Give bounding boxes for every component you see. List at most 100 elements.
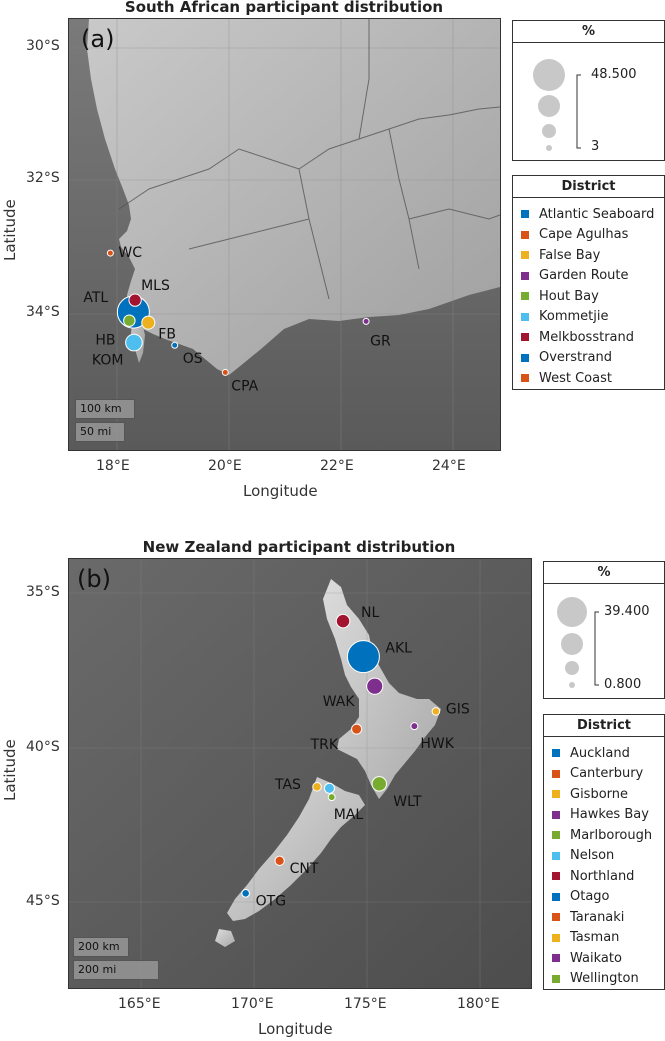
sa-legend-item[interactable]: Atlantic Seaboard: [513, 204, 664, 225]
sa-legend-label: Overstrand: [539, 350, 612, 366]
sa-marker-os[interactable]: [171, 341, 179, 349]
nz-marker-label-cnt: CNT: [290, 861, 319, 877]
nz-y-axis-label: Latitude: [1, 739, 19, 801]
sa-size-max-label: 48.500: [591, 67, 637, 82]
sa-legend-item[interactable]: Kommetjie: [513, 307, 664, 328]
nz-legend-label: Wellington: [570, 971, 639, 987]
nz-legend-label: Marlborough: [570, 827, 653, 843]
nz-legend-item[interactable]: Northland: [544, 866, 664, 887]
nz-legend-swatch: [552, 831, 560, 840]
nz-scalebar-km: 200 km: [73, 937, 129, 957]
nz-marker-wak[interactable]: [366, 677, 384, 695]
nz-marker-hwk[interactable]: [410, 722, 419, 731]
nz-legend-item[interactable]: Otago: [544, 887, 664, 908]
sa-marker-label-hb: HB: [95, 333, 115, 349]
sa-lon-tick: 22°E: [320, 458, 354, 474]
nz-marker-mal[interactable]: [327, 793, 336, 802]
nz-marker-otg[interactable]: [241, 889, 250, 898]
nz-marker-label-wlt: WLT: [393, 794, 422, 810]
sa-legend-swatch: [521, 333, 529, 342]
sa-marker-fb[interactable]: [141, 315, 156, 330]
sa-marker-hb[interactable]: [123, 314, 136, 327]
sa-borders: [118, 19, 500, 300]
nz-marker-akl[interactable]: [346, 640, 380, 674]
nz-lat-tick: 40°S: [26, 739, 60, 755]
sa-district-legend: District Atlantic Seaboard Cape Agulhas Fa…: [512, 175, 665, 390]
sa-marker-label-os: OS: [183, 351, 203, 367]
nz-legend-item[interactable]: Auckland: [544, 743, 664, 764]
sa-map-canvas: ATL CPA FB GR HB KOM MLS OS WC: [69, 19, 500, 450]
nz-legend-swatch: [552, 749, 560, 758]
nz-marker-nls[interactable]: [323, 782, 335, 794]
nz-legend-swatch: [552, 769, 560, 778]
nz-markers: AKL CNT GIS HWK MAL NL OTG TRK TAS WAK WLT: [241, 605, 470, 909]
nz-legend-item[interactable]: Hawkes Bay: [544, 805, 664, 826]
nz-panel-label: (b): [77, 565, 111, 593]
nz-marker-label-hwk: HWK: [420, 736, 454, 752]
sa-marker-kom[interactable]: [125, 333, 143, 352]
nz-sea: [69, 559, 531, 988]
nz-legend-swatch: [552, 954, 560, 963]
sa-panel-title: South African participant distribution: [124, 0, 444, 16]
nz-marker-label-akl: AKL: [385, 641, 412, 657]
nz-legend-item[interactable]: Taranaki: [544, 907, 664, 928]
sa-x-axis-label: Longitude: [243, 482, 318, 500]
sa-legend-item[interactable]: Garden Route: [513, 266, 664, 287]
nz-legend-item[interactable]: Tasman: [544, 928, 664, 949]
sa-legend-item[interactable]: Melkbosstrand: [513, 327, 664, 348]
nz-lon-tick: 170°E: [231, 996, 274, 1012]
nz-map-canvas: AKL CNT GIS HWK MAL NL OTG TRK TAS WAK WLT: [69, 559, 531, 988]
nz-marker-label-tas: TAS: [274, 777, 301, 793]
nz-legend-item[interactable]: Gisborne: [544, 784, 664, 805]
nz-marker-label-otg: OTG: [256, 893, 286, 909]
sa-map[interactable]: ATL CPA FB GR HB KOM MLS OS WC (a) 100 km 50 mi: [68, 18, 501, 451]
nz-marker-tas[interactable]: [312, 782, 322, 792]
sa-scalebar-mi: 50 mi: [75, 422, 125, 442]
nz-lon-tick: 175°E: [344, 996, 387, 1012]
sa-legend-item[interactable]: West Coast: [513, 368, 664, 389]
sa-lat-tick: 30°S: [26, 38, 60, 54]
sa-legend-swatch: [521, 374, 529, 383]
nz-marker-trk[interactable]: [351, 723, 363, 735]
sa-legend-swatch: [521, 251, 529, 260]
nz-lat-tick: 45°S: [26, 893, 60, 909]
sa-legend-label: West Coast: [539, 370, 612, 386]
nz-legend-swatch: [552, 974, 560, 983]
sa-marker-gr[interactable]: [362, 317, 370, 325]
sa-legend-swatch: [521, 210, 529, 219]
sa-legend-swatch: [521, 271, 529, 280]
sa-marker-label-fb: FB: [158, 327, 176, 343]
sa-legend-item[interactable]: Cape Agulhas: [513, 225, 664, 246]
sa-legend-item[interactable]: False Bay: [513, 245, 664, 266]
nz-marker-wlt[interactable]: [371, 776, 387, 792]
nz-marker-label-wak: WAK: [323, 694, 356, 710]
nz-legend-label: Waikato: [570, 950, 622, 966]
sa-legend-label: Atlantic Seaboard: [539, 206, 655, 222]
nz-marker-nl[interactable]: [335, 613, 351, 629]
sa-marker-cpa[interactable]: [221, 368, 229, 376]
nz-legend-swatch: [552, 872, 560, 881]
nz-legend-label: Gisborne: [570, 786, 629, 802]
nz-legend-label: Otago: [570, 889, 610, 905]
nz-legend-swatch: [552, 933, 560, 942]
nz-legend-item[interactable]: Canterbury: [544, 764, 664, 785]
nz-legend-item[interactable]: Waikato: [544, 948, 664, 969]
nz-map[interactable]: AKL CNT GIS HWK MAL NL OTG TRK TAS WAK WLT (b) 200…: [68, 558, 532, 989]
nz-lat-tick: 35°S: [26, 584, 60, 600]
sa-marker-label-kom: KOM: [92, 353, 124, 369]
sa-legend-label: Kommetjie: [539, 309, 609, 325]
sa-size-min-label: 3: [591, 139, 600, 154]
sa-lon-tick: 18°E: [96, 458, 130, 474]
nz-legend-item[interactable]: Wellington: [544, 969, 664, 990]
sa-land: [87, 19, 500, 375]
sa-legend-swatch: [521, 292, 529, 301]
nz-marker-gis[interactable]: [431, 707, 441, 716]
sa-marker-wc[interactable]: [106, 249, 114, 257]
sa-marker-mls[interactable]: [128, 293, 142, 307]
sa-legend-item[interactable]: Hout Bay: [513, 286, 664, 307]
nz-scalebar-mi: 200 mi: [73, 960, 159, 980]
nz-legend-item[interactable]: Marlborough: [544, 825, 664, 846]
nz-legend-item[interactable]: Nelson: [544, 846, 664, 867]
nz-marker-cnt[interactable]: [274, 855, 285, 866]
sa-legend-item[interactable]: Overstrand: [513, 348, 664, 369]
